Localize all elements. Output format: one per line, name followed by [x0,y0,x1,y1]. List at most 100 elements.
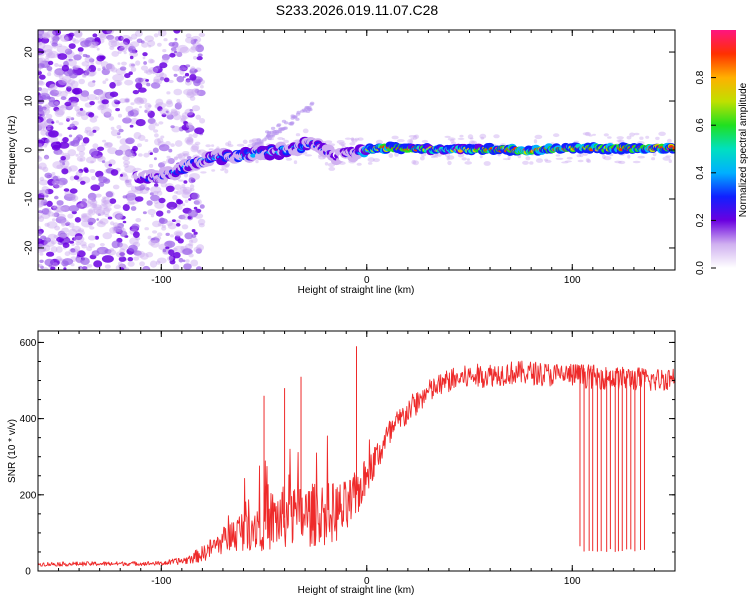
noise-point [95,209,106,216]
noise-point [173,252,181,259]
noise-point [104,264,111,269]
noise-point [165,232,170,236]
noise-point [106,30,115,35]
noise-point [38,200,44,208]
noise-point [100,104,105,108]
noise-point [70,117,75,121]
snr-x-axis-label: Height of straight line (km) [298,585,415,596]
ridge-halo-point [479,133,487,139]
noise-point [173,30,181,34]
noise-point [73,175,80,180]
ridge-halo-point [182,153,189,157]
ridge-halo-point [220,168,225,171]
noise-point [102,232,113,240]
ridge-halo-point [351,137,355,142]
noise-point [42,32,49,38]
noise-point [45,194,49,198]
noise-point [89,169,96,173]
spectrogram-ytick-label: 20 [24,46,35,58]
ridge-halo-point [391,135,399,140]
ridge-halo-point [535,158,544,163]
noise-point [172,65,181,72]
ridge-halo-point [459,134,464,138]
noise-point [128,244,138,252]
ridge-halo-point [412,135,418,140]
noise-point [38,166,43,170]
noise-point [55,206,65,213]
noise-point [56,43,63,48]
ridge-halo-point [576,154,582,158]
ridge-halo-point [522,160,529,165]
ridge-halo-point [627,154,631,159]
ridge-halo-point [457,137,465,140]
noise-point [73,88,80,95]
ridge-halo-point [208,148,214,151]
noise-point [60,104,66,109]
spectrogram-y-axis-label: Frequency (Hz) [7,116,18,185]
ridge-streak-point [270,126,276,130]
noise-point [143,70,149,74]
noise-point [53,235,58,238]
noise-point [104,214,110,217]
noise-point [139,99,145,104]
noise-point [174,184,182,191]
noise-point [68,58,73,62]
noise-point [162,248,167,253]
noise-point [61,168,69,175]
noise-point [169,53,176,58]
noise-point [80,40,92,48]
ridge-halo-point [467,134,474,140]
noise-point [129,124,134,128]
ridge-halo-point [338,142,346,146]
noise-point [102,207,110,215]
colorbar-tick-label: 0.8 [695,70,706,84]
noise-point [38,66,42,73]
ridge-streak-point [293,115,298,119]
noise-point [88,41,96,49]
noise-point [58,74,64,80]
ridge-halo-point [410,137,415,140]
noise-point [166,210,171,214]
noise-point [147,104,152,108]
snr-xtick-label: 0 [364,576,370,587]
noise-point [176,98,181,103]
noise-point [112,184,120,190]
noise-point [56,236,64,243]
noise-point [173,113,182,121]
noise-point [96,218,99,221]
noise-point [43,31,51,39]
noise-point [72,194,77,198]
noise-point [74,30,83,39]
noise-point [105,78,109,82]
noise-point [51,205,58,211]
noise-point [148,239,156,246]
noise-point [45,124,54,132]
noise-point [153,121,157,125]
noise-point [189,73,197,81]
noise-point [190,45,198,51]
noise-point [130,201,135,206]
noise-point [96,55,105,62]
noise-point [60,156,66,161]
noise-point [129,55,134,60]
noise-point [78,51,83,56]
noise-point [89,71,95,77]
ridge-halo-point [629,132,635,137]
noise-point [191,192,200,200]
noise-point [53,212,60,218]
noise-point [187,209,198,218]
noise-point [175,231,182,237]
noise-point [130,63,135,67]
noise-point [99,204,108,210]
noise-point [92,129,97,133]
noise-point [187,136,194,142]
noise-point [190,145,199,153]
noise-point [95,193,102,198]
noise-point [49,84,58,90]
noise-point [176,76,185,83]
ridge-halo-point [447,160,452,166]
noise-point [196,89,206,97]
ridge-halo-point [585,158,590,163]
noise-point [91,175,96,181]
noise-point [101,68,111,76]
